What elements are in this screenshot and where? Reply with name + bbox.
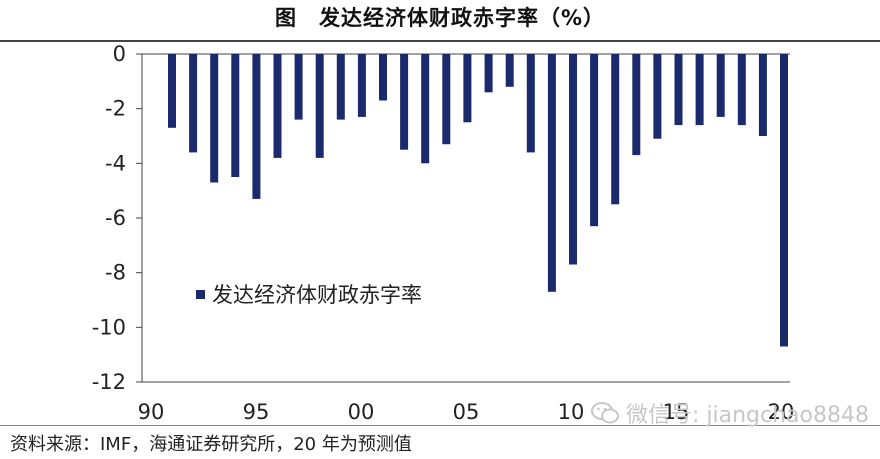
watermark-text: 微信号: jiangchao8848 [626, 403, 869, 428]
x-tick-label: 00 [348, 400, 375, 424]
bar-chart: 0 -2 -4 -6 -8 -10 -12 90 95 00 05 10 15 20 发达经济体财政赤字… [92, 42, 795, 424]
footer-divider [0, 425, 880, 426]
bar [252, 54, 261, 199]
watermark: 微信号: jiangchao8848 [590, 398, 869, 428]
bar [400, 54, 409, 150]
bar [484, 54, 493, 93]
bar [231, 54, 240, 177]
bar [695, 54, 704, 126]
title-divider [0, 40, 880, 42]
bar [737, 54, 746, 126]
bar [674, 54, 683, 126]
bar [336, 54, 345, 120]
legend-label: 发达经济体财政赤字率 [212, 283, 422, 307]
x-tick-label: 95 [243, 400, 270, 424]
bars [168, 54, 788, 347]
bar [442, 54, 451, 145]
bar [379, 54, 387, 101]
bar [168, 54, 176, 128]
bar [315, 54, 324, 158]
chart-title: 图 发达经济体财政赤字率（%） [274, 6, 606, 30]
y-tick-label: 0 [113, 42, 126, 66]
y-tick-labels: 0 -2 -4 -6 -8 -10 -12 [92, 42, 126, 394]
y-tick-label: -4 [105, 151, 126, 175]
bar [421, 54, 430, 164]
y-tick-label: -6 [105, 206, 126, 230]
bar [590, 54, 599, 227]
bar [526, 54, 535, 153]
bar [463, 54, 472, 123]
bar [505, 54, 514, 87]
bar [189, 54, 198, 153]
x-tick-label: 05 [453, 400, 480, 424]
source-note: 资料来源：IMF，海通证券研究所，20 年为预测值 [10, 434, 412, 455]
bar [716, 54, 725, 117]
x-tick-label: 20 [768, 400, 795, 424]
y-tick-label: -10 [92, 315, 126, 339]
bar [547, 54, 556, 292]
y-tick-label: -8 [105, 261, 126, 285]
bar [611, 54, 620, 205]
bar [569, 54, 577, 265]
wechat-icon [591, 402, 619, 424]
bar [294, 54, 303, 120]
y-tick-label: -12 [92, 370, 126, 394]
bar [653, 54, 662, 139]
legend-swatch [196, 290, 205, 299]
x-tick-label: 15 [663, 400, 690, 424]
x-tick-labels: 90 95 00 05 10 15 20 [138, 400, 795, 424]
bar [632, 54, 641, 156]
bar [780, 54, 788, 347]
x-tick-label: 10 [558, 400, 585, 424]
bar [758, 54, 767, 136]
bar [357, 54, 366, 117]
y-tick-label: -2 [105, 97, 126, 121]
x-tick-label: 90 [138, 400, 165, 424]
bar [273, 54, 282, 158]
legend: 发达经济体财政赤字率 [196, 283, 422, 307]
bar [210, 54, 219, 183]
